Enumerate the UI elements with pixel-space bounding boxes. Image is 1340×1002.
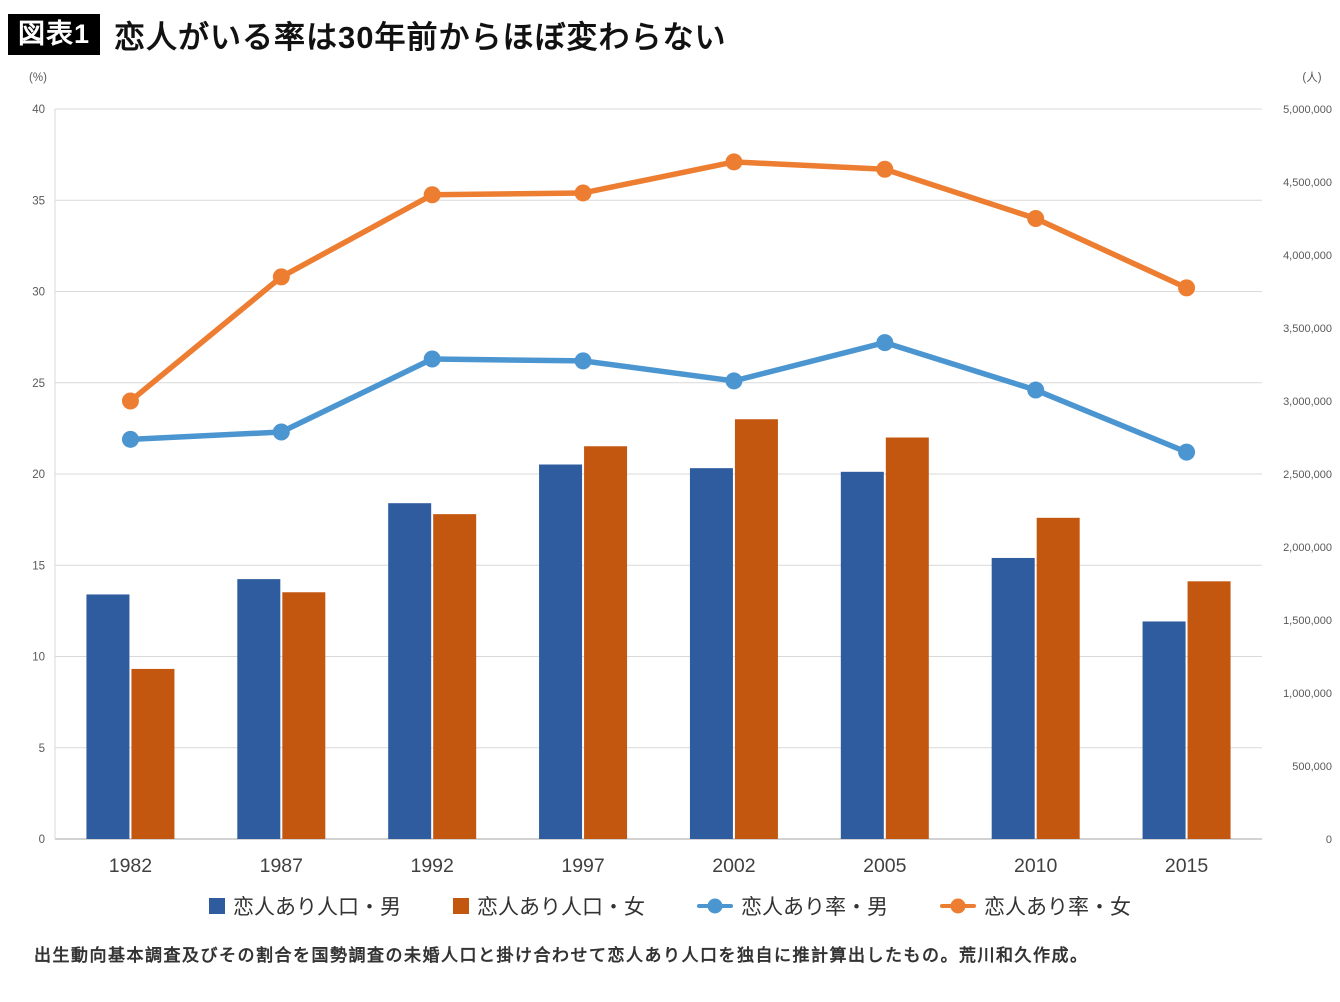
legend-item-line-1-label: 恋人あり率・女	[984, 896, 1131, 919]
bar-1-2	[433, 514, 477, 839]
bar-1-4	[734, 419, 778, 839]
x-axis-label: 1992	[410, 855, 453, 877]
bar-1-7	[1187, 581, 1231, 839]
legend-item-bar-1: 恋人あり人口・女	[453, 891, 645, 921]
bar-1-5	[885, 437, 929, 839]
line-series-0	[127, 339, 1190, 455]
marker-1-2	[423, 186, 441, 204]
bar-0-3	[539, 464, 583, 839]
legend-bar-swatch-icon	[453, 898, 469, 914]
marker-1-3	[574, 184, 592, 202]
right-axis-tick-label: 2,500,000	[1283, 469, 1332, 481]
right-axis-tick-label: 5,000,000	[1283, 104, 1332, 116]
figure-header: 図表1 恋人がいる率は30年前からほぼ変わらない	[0, 0, 1340, 57]
x-axis-label: 2005	[863, 855, 907, 877]
right-axis-tick-label: 3,000,000	[1283, 396, 1332, 408]
x-axis-label: 2015	[1165, 855, 1209, 877]
bar-0-0	[86, 594, 130, 839]
bar-1-3	[584, 446, 628, 839]
chart-legend: 恋人あり人口・男 恋人あり人口・女 恋人あり率・男 恋人あり率・女	[0, 891, 1340, 921]
left-axis-tick-label: 30	[32, 287, 45, 299]
marker-1-7	[1178, 279, 1196, 297]
left-axis-tick-label: 5	[39, 743, 45, 755]
combo-chart: 0 5 10 15 20 25 30 35 40 0 500,000 1,000,000 1,500,0…	[29, 71, 1332, 877]
marker-0-5	[876, 334, 894, 352]
legend-line-marker-icon	[697, 897, 733, 915]
bar-0-7	[1142, 621, 1186, 839]
right-axis-unit-label: (人)	[1302, 71, 1321, 84]
legend-item-bar-0-label: 恋人あり人口・男	[233, 896, 401, 919]
line-series-1	[127, 159, 1190, 404]
left-axis-tick-label: 15	[32, 560, 45, 572]
left-axis-unit-label: (%)	[29, 72, 47, 84]
bar-1-1	[282, 592, 326, 839]
right-axis-tick-label: 4,500,000	[1283, 177, 1332, 189]
x-axis-label: 1987	[260, 855, 303, 877]
marker-1-6	[1027, 210, 1045, 227]
marker-0-3	[574, 352, 592, 370]
bar-1-0	[131, 668, 175, 839]
left-axis-tick-label: 0	[39, 834, 45, 846]
legend-item-line-0: 恋人あり率・男	[697, 891, 888, 921]
chart-area: 0 5 10 15 20 25 30 35 40 0 500,000 1,000,000 1,500,0…	[0, 61, 1340, 891]
marker-1-1	[272, 268, 290, 286]
right-axis-tick-label: 3,500,000	[1283, 323, 1332, 335]
bar-0-6	[991, 557, 1035, 839]
left-axis-tick-label: 40	[32, 104, 45, 116]
right-axis-tick-label: 1,500,000	[1283, 615, 1332, 627]
marker-0-2	[423, 350, 441, 368]
marker-1-5	[876, 160, 894, 178]
legend-item-bar-1-label: 恋人あり人口・女	[477, 896, 645, 919]
figure-badge: 図表1	[8, 13, 101, 56]
x-axis-label: 2010	[1014, 855, 1058, 877]
marker-1-0	[121, 392, 139, 410]
marker-0-4	[725, 372, 743, 390]
right-axis-tick-label: 0	[1326, 834, 1332, 846]
legend-item-line-1: 恋人あり率・女	[940, 891, 1131, 921]
marker-0-7	[1178, 443, 1196, 461]
legend-item-line-0-label: 恋人あり率・男	[741, 896, 888, 919]
right-axis-tick-label: 4,000,000	[1283, 250, 1332, 262]
x-axis-label: 1982	[109, 855, 152, 877]
legend-item-bar-0: 恋人あり人口・男	[209, 891, 401, 921]
left-axis-tick-label: 20	[32, 469, 45, 481]
bar-0-2	[388, 503, 432, 839]
left-axis-tick-label: 35	[32, 195, 45, 207]
marker-0-1	[272, 423, 290, 441]
marker-1-4	[725, 153, 743, 171]
x-axis-label: 1997	[561, 855, 604, 877]
x-axis-label: 2002	[712, 855, 755, 877]
bar-0-1	[237, 579, 281, 839]
legend-line-marker-icon	[940, 897, 976, 915]
right-axis-tick-label: 1,000,000	[1283, 688, 1332, 700]
right-axis-tick-label: 2,000,000	[1283, 542, 1332, 554]
bar-0-4	[689, 468, 733, 839]
left-axis-tick-label: 10	[32, 652, 45, 664]
figure-title: 恋人がいる率は30年前からほぼ変わらない	[114, 20, 727, 55]
right-axis-tick-label: 500,000	[1292, 761, 1332, 773]
marker-0-6	[1027, 381, 1045, 399]
legend-bar-swatch-icon	[209, 898, 225, 914]
bar-1-6	[1036, 517, 1080, 839]
source-note: 出生動向基本調査及びその割合を国勢調査の未婚人口と掛け合わせて恋人あり人口を独自…	[34, 946, 1089, 965]
marker-0-0	[121, 430, 139, 448]
left-axis-tick-label: 25	[32, 378, 45, 390]
bar-0-5	[840, 471, 884, 839]
